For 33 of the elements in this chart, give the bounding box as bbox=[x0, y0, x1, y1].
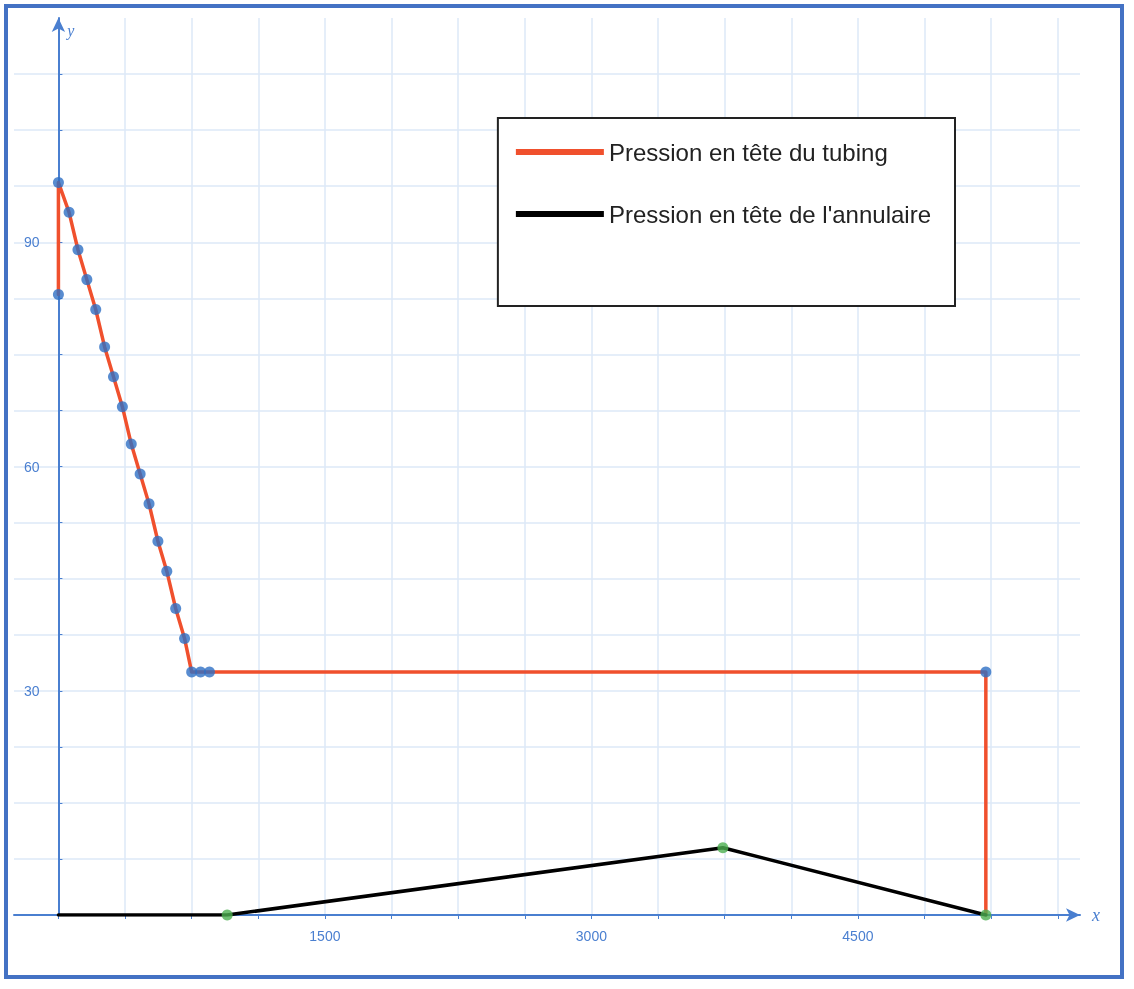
y-tick-label: 30 bbox=[24, 682, 40, 699]
point bbox=[72, 244, 84, 256]
point bbox=[108, 371, 119, 383]
point bbox=[980, 909, 992, 921]
y-tick-label: 90 bbox=[24, 234, 40, 251]
point bbox=[179, 632, 191, 644]
point bbox=[52, 176, 64, 188]
x-tick-label: 3000 bbox=[575, 928, 608, 944]
legend-label: Pression en tête du tubing bbox=[608, 138, 888, 166]
point bbox=[90, 304, 102, 316]
x-tick-label: 4500 bbox=[842, 928, 874, 944]
point bbox=[63, 206, 75, 218]
point bbox=[99, 341, 111, 353]
y-tick-label: 60 bbox=[24, 458, 40, 475]
point bbox=[717, 842, 729, 854]
point bbox=[203, 666, 215, 678]
point bbox=[186, 666, 198, 678]
point bbox=[81, 274, 93, 286]
point bbox=[116, 401, 128, 413]
point bbox=[195, 666, 207, 678]
point bbox=[980, 666, 992, 678]
y-axis-title: y bbox=[65, 21, 76, 40]
x-tick-label: 1500 bbox=[309, 928, 341, 944]
point bbox=[170, 603, 182, 615]
point bbox=[52, 289, 64, 301]
legend-label: Pression en tête de l'annulaire bbox=[608, 200, 931, 228]
x-axis-title: x bbox=[1091, 905, 1100, 925]
point bbox=[143, 498, 155, 510]
point bbox=[161, 565, 173, 577]
point bbox=[221, 909, 233, 921]
point bbox=[125, 438, 137, 450]
point bbox=[134, 468, 146, 480]
point bbox=[152, 535, 164, 547]
